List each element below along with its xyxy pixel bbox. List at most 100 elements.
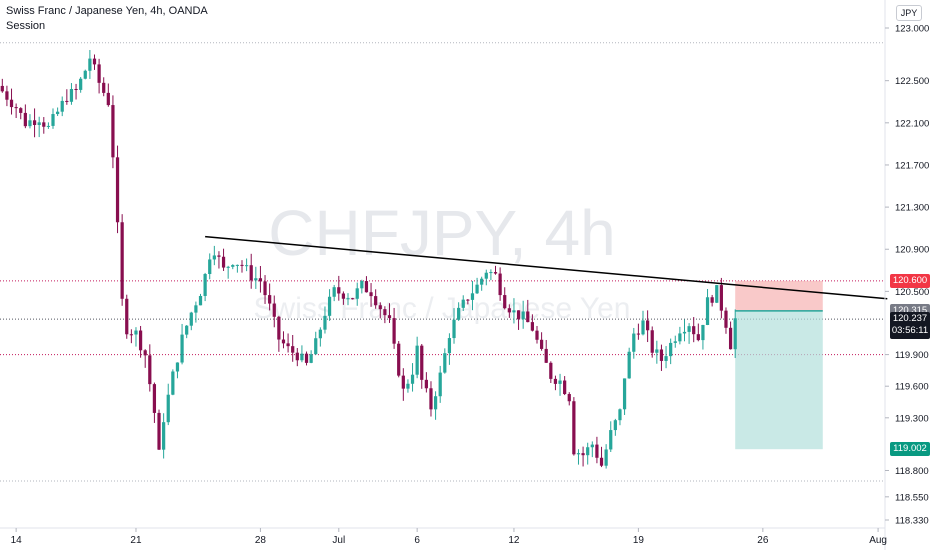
candle-body <box>599 457 604 466</box>
candle-body <box>134 330 138 335</box>
time-tick-label: 12 <box>508 535 520 546</box>
candle-body <box>272 303 276 317</box>
watermark: CHFJPY, 4h Swiss Franc / Japanese Yen <box>254 197 631 325</box>
candle-body <box>521 311 525 320</box>
candle-body <box>32 120 37 125</box>
price-axis[interactable]: 123.000 122.500 122.100 121.700 121.300 120.9… <box>885 24 929 527</box>
candle-body <box>539 339 544 349</box>
candle-body <box>263 281 267 296</box>
candle-body <box>669 342 673 357</box>
candle-body <box>733 318 737 350</box>
price-tick-label: 118.330 <box>895 516 929 527</box>
candle-body <box>337 287 341 294</box>
bar-countdown: 03:56:11 <box>891 325 929 337</box>
candle-body <box>475 284 479 294</box>
candle-body <box>498 273 502 296</box>
candle-body <box>567 394 571 402</box>
candle-body <box>314 338 318 355</box>
price-tick-label: 119.900 <box>895 350 929 361</box>
candle-body <box>106 92 110 106</box>
chart-title: Swiss Franc / Japanese Yen, 4h, OANDA <box>6 5 208 17</box>
candle-body <box>374 296 378 306</box>
candle-body <box>383 309 387 316</box>
candle-body <box>185 325 189 335</box>
candle-body <box>558 380 562 384</box>
time-tick-label: 6 <box>414 535 420 546</box>
price-tick-label: 122.100 <box>895 118 929 129</box>
candle-body <box>240 264 244 266</box>
candle-body <box>484 272 488 279</box>
candle-body <box>576 453 581 455</box>
candle-body <box>360 281 364 289</box>
time-tick-label: Aug <box>869 535 887 546</box>
candle-body <box>397 343 401 376</box>
candle-body <box>387 315 392 319</box>
time-tick-label: 19 <box>633 535 645 546</box>
candle-body <box>627 351 631 379</box>
time-axis[interactable]: 14 21 28 Jul 6 12 19 26 Aug <box>11 528 887 546</box>
candle-body <box>590 444 594 448</box>
candle-body <box>457 307 461 320</box>
candle-body <box>226 266 230 268</box>
candle-body <box>516 310 521 320</box>
candle-body <box>171 371 175 395</box>
candle-body <box>198 295 203 306</box>
currency-badge[interactable]: JPY <box>896 5 922 21</box>
position-zones[interactable] <box>735 280 823 450</box>
candle-body <box>212 255 216 260</box>
candle-body <box>60 100 64 112</box>
candle-body <box>258 278 263 282</box>
candle-body <box>512 310 516 313</box>
time-tick-label: Jul <box>332 535 345 546</box>
candle-body <box>332 287 336 297</box>
candle-body <box>719 285 723 311</box>
target-price-tag: 119.002 <box>890 442 930 457</box>
candle-body <box>346 298 350 300</box>
time-tick-label: 14 <box>11 535 23 546</box>
candle-body <box>424 379 428 389</box>
take-profit-zone <box>735 310 823 450</box>
candle-body <box>166 394 170 423</box>
price-tick-label: 120.500 <box>895 287 929 298</box>
candle-body <box>618 409 622 421</box>
candle-body <box>641 320 645 335</box>
candle-body <box>111 105 115 158</box>
candle-body <box>507 308 511 313</box>
candle-body <box>115 157 120 223</box>
candle-body <box>120 222 124 299</box>
candle-body <box>281 339 286 344</box>
candle-body <box>51 114 55 126</box>
candle-body <box>56 111 60 115</box>
candle-body <box>125 298 129 335</box>
candle-body <box>604 449 608 466</box>
candle-body <box>613 420 617 431</box>
candle-body <box>415 345 419 375</box>
candle-body <box>208 259 212 275</box>
candle-body <box>235 264 239 266</box>
candle-body <box>687 326 691 332</box>
watermark-symbol: CHFJPY, 4h <box>268 197 615 269</box>
candle-body <box>406 383 410 389</box>
candle-body <box>503 295 507 309</box>
candles <box>0 49 737 469</box>
candle-body <box>175 362 180 372</box>
trendline-layer[interactable] <box>205 235 888 300</box>
watermark-name: Swiss Franc / Japanese Yen <box>254 292 631 325</box>
candle-body <box>65 100 69 102</box>
candle-body <box>102 82 106 93</box>
candle-body <box>493 272 498 274</box>
price-tick-label: 119.300 <box>895 413 929 424</box>
candle-body <box>37 122 41 125</box>
candle-body <box>249 265 253 281</box>
price-tick-label: 118.800 <box>895 466 929 477</box>
candle-body <box>433 396 438 410</box>
candle-body <box>309 354 313 363</box>
candle-body <box>595 444 599 458</box>
candle-body <box>572 401 576 455</box>
candle-body <box>74 88 78 90</box>
candle-body <box>217 255 221 257</box>
candle-body <box>466 299 470 301</box>
stop-price-tag: 120.600 <box>890 273 930 288</box>
candle-body <box>553 378 558 384</box>
